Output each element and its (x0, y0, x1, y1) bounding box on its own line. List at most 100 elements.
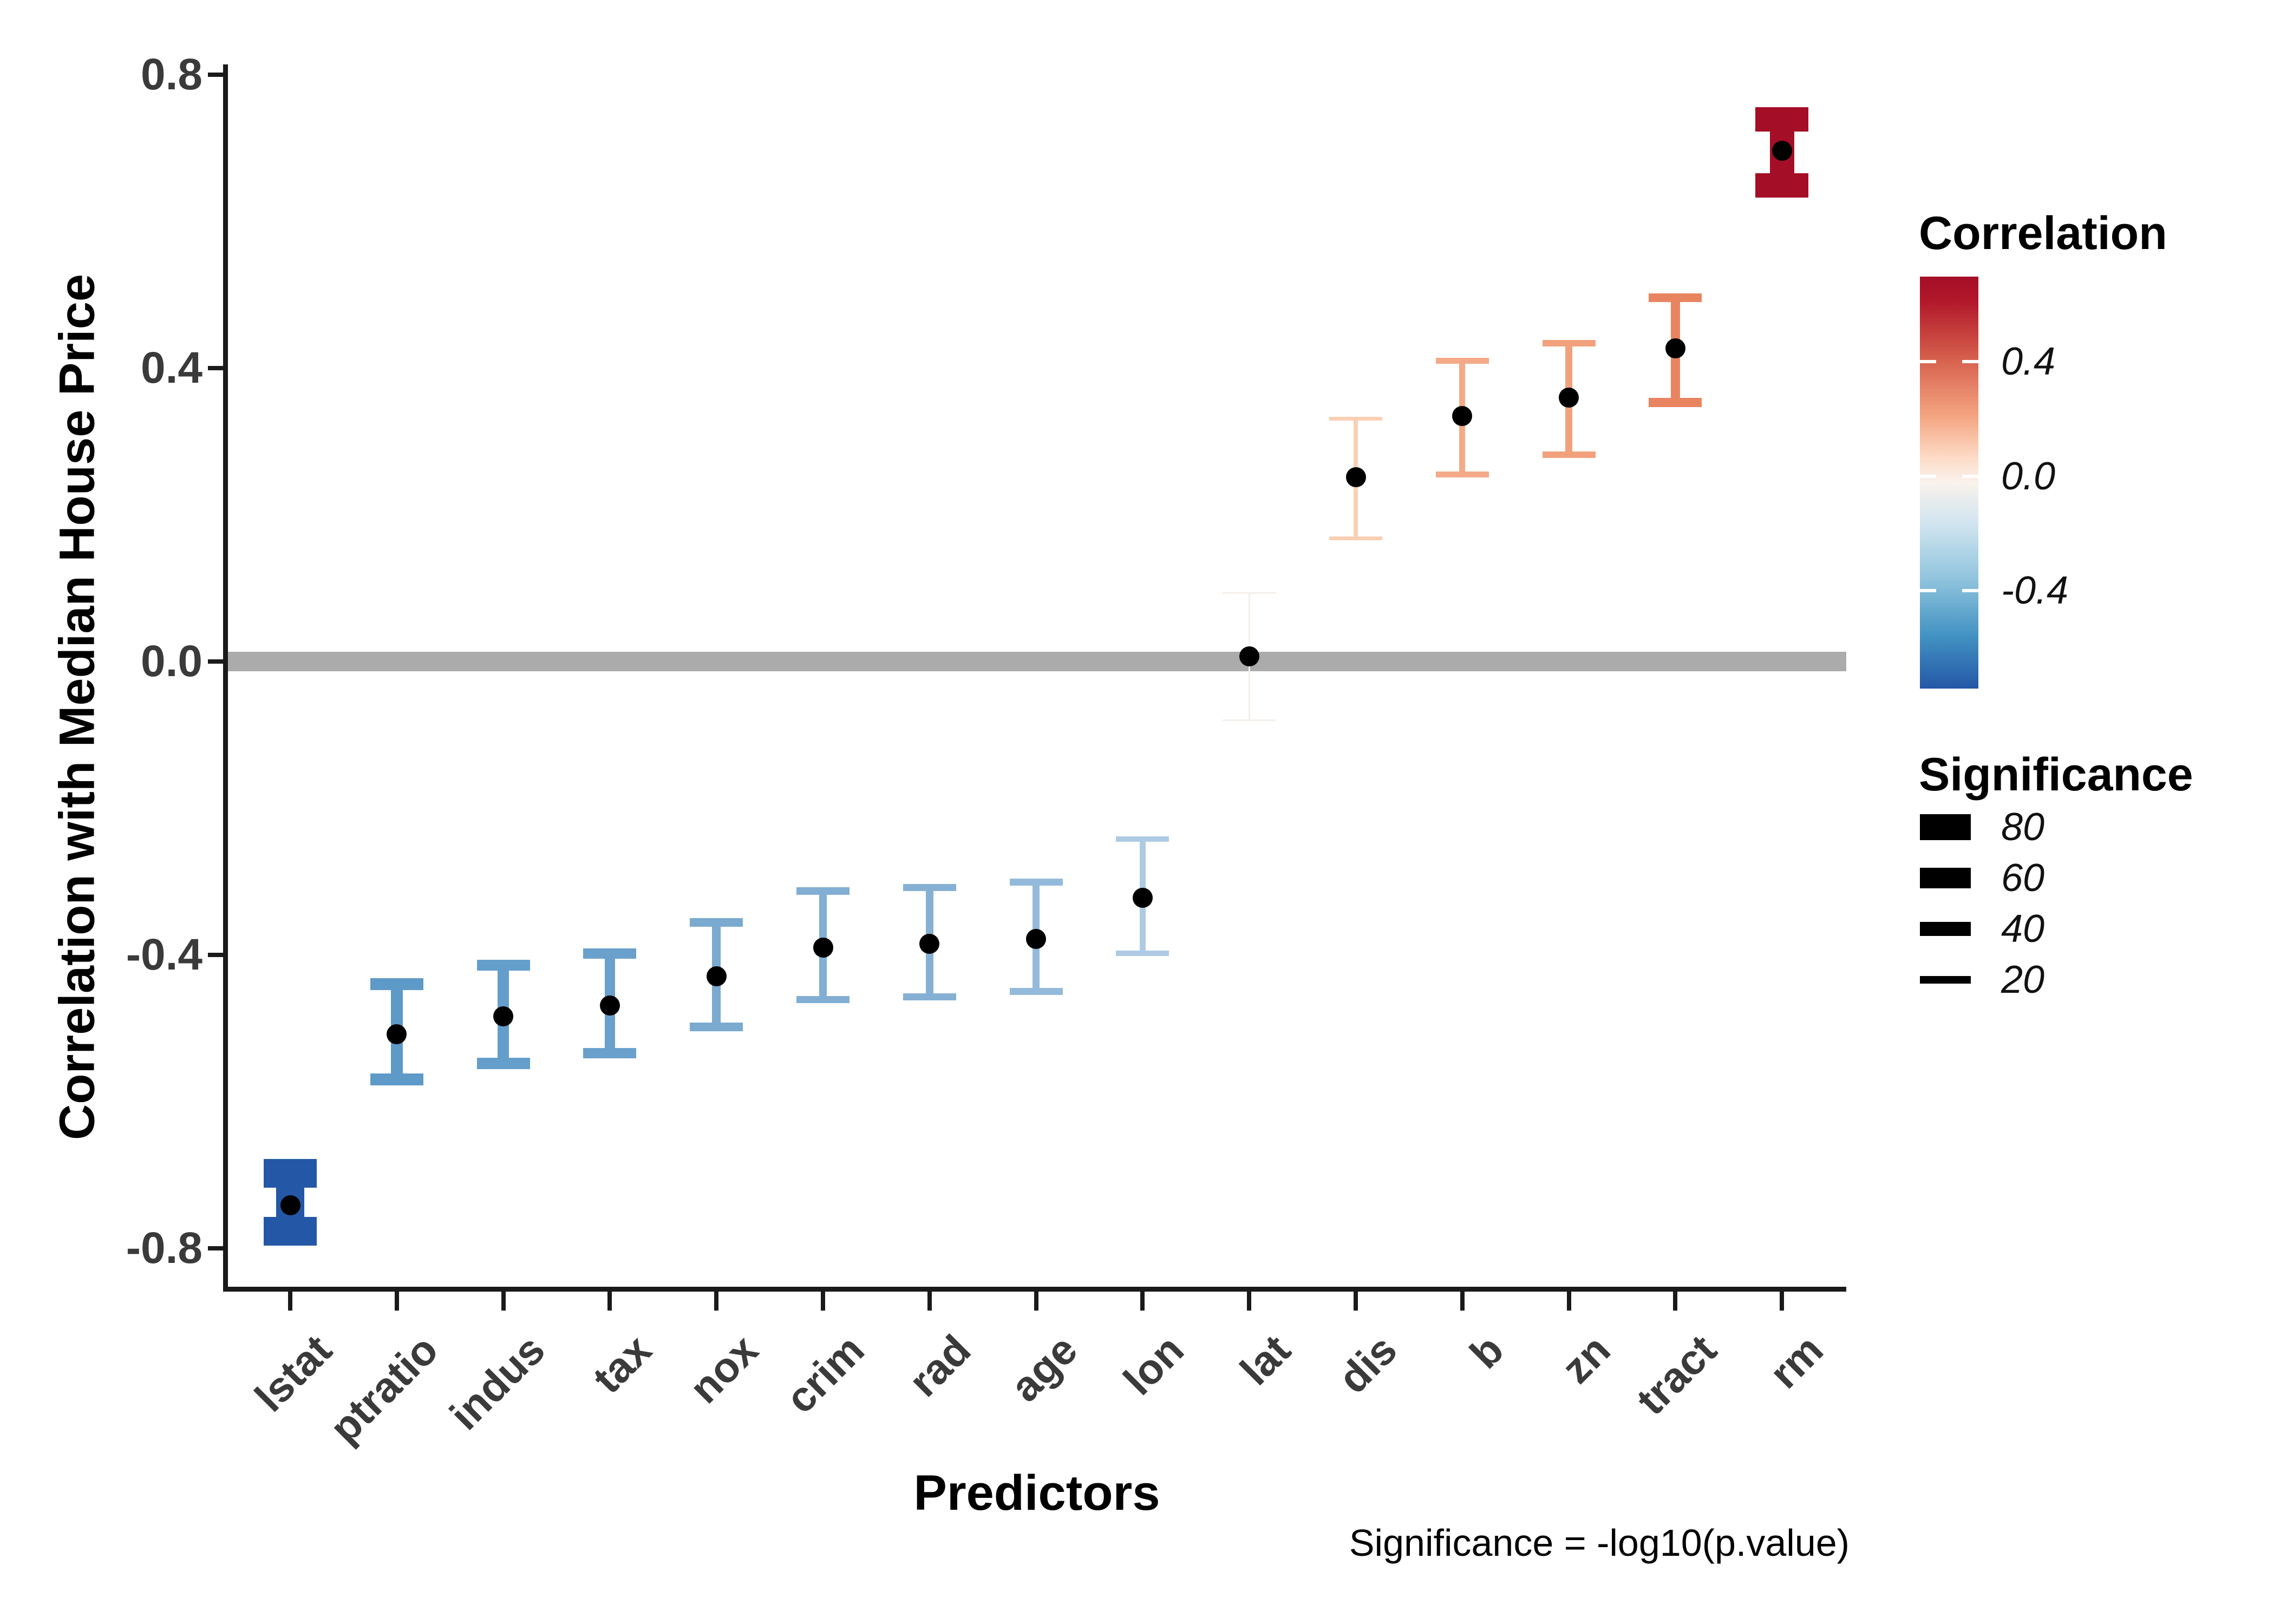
point-b (1452, 405, 1473, 426)
significance-swatch-40 (1920, 922, 1971, 936)
x-tick-mark (607, 1292, 612, 1311)
errorbar-cap-bottom-lstat (264, 1217, 317, 1246)
point-rm (1772, 141, 1792, 161)
significance-swatch-80 (1920, 814, 1971, 841)
point-zn (1559, 387, 1579, 408)
x-tick-mark (821, 1292, 825, 1311)
x-tick-label-rad: rad (899, 1325, 980, 1406)
correlation-colorbar (1920, 277, 1978, 689)
errorbar-cap-top-rad (903, 883, 956, 892)
errorbar-cap-top-dis (1329, 416, 1382, 421)
x-tick-mark (501, 1292, 506, 1311)
x-tick-label-ptratio: ptratio (320, 1325, 447, 1452)
errorbar-cap-bottom-ptratio (370, 1073, 423, 1086)
significance-legend-title: Significance (1919, 749, 2193, 801)
errorbar-cap-bottom-crim (796, 996, 850, 1004)
colorbar-tick-left (1920, 474, 1936, 478)
errorbar-cap-bottom-lat (1223, 719, 1276, 721)
x-tick-mark (1460, 1292, 1465, 1311)
colorbar-tick-label: 0.0 (2001, 454, 2056, 498)
significance-swatch-20 (1920, 975, 1971, 984)
errorbar-cap-top-tax (583, 948, 637, 959)
x-tick-label-lat: lat (1231, 1325, 1300, 1394)
significance-label-20: 20 (2001, 958, 2045, 1001)
point-rad (919, 934, 940, 954)
point-crim (813, 937, 833, 958)
x-tick-mark (288, 1292, 292, 1311)
point-dis (1345, 467, 1366, 488)
point-tax (599, 995, 620, 1016)
x-tick-mark (1673, 1292, 1678, 1311)
errorbar-cap-top-lstat (264, 1159, 317, 1188)
colorbar-tick-label: -0.4 (2001, 569, 2069, 613)
x-tick-mark (1247, 1292, 1252, 1311)
x-tick-label-nox: nox (679, 1325, 767, 1412)
x-axis-title: Predictors (913, 1465, 1160, 1521)
errorbar-cap-bottom-age (1009, 988, 1063, 996)
y-tick-mark (208, 659, 223, 664)
errorbar-cap-top-crim (796, 887, 850, 895)
point-tract (1665, 338, 1685, 358)
colorbar-tick-left (1920, 589, 1936, 593)
colorbar-tick-right (1962, 589, 1978, 593)
x-tick-mark (1354, 1292, 1358, 1311)
x-tick-label-b: b (1460, 1325, 1513, 1378)
point-nox (706, 966, 727, 986)
x-tick-mark (1566, 1292, 1571, 1311)
errorbar-cap-top-ptratio (370, 978, 423, 991)
errorbar-cap-top-nox (690, 918, 743, 927)
x-tick-label-rm: rm (1760, 1325, 1833, 1398)
errorbar-cap-bottom-nox (690, 1022, 743, 1031)
x-tick-label-zn: zn (1552, 1325, 1619, 1393)
errorbar-cap-bottom-zn (1542, 451, 1596, 458)
significance-label-80: 80 (2001, 806, 2045, 849)
errorbar-cap-top-zn (1542, 339, 1596, 347)
point-age (1026, 928, 1047, 949)
x-tick-label-crim: crim (776, 1325, 873, 1423)
point-ptratio (387, 1024, 407, 1044)
errorbar-cap-top-indus (476, 959, 530, 971)
y-tick-mark (208, 953, 223, 957)
x-tick-label-lstat: lstat (245, 1325, 341, 1421)
x-tick-mark (1780, 1292, 1785, 1311)
x-axis-line (223, 1287, 1846, 1292)
colorbar-tick-left (1920, 359, 1936, 363)
y-tick-label: 0.4 (141, 343, 202, 392)
errorbar-cap-bottom-tax (583, 1048, 637, 1059)
errorbar-cap-bottom-b (1435, 472, 1489, 477)
x-tick-mark (394, 1292, 399, 1311)
significance-swatch-60 (1920, 868, 1971, 888)
x-tick-label-age: age (1001, 1325, 1087, 1411)
colorbar-tick-right (1962, 359, 1978, 363)
errorbar-cap-bottom-rm (1755, 173, 1809, 198)
errorbar-cap-top-b (1435, 357, 1489, 364)
y-axis-line (223, 64, 228, 1292)
y-tick-label: -0.4 (126, 930, 202, 979)
zero-reference-line (228, 652, 1846, 671)
x-tick-mark (1034, 1292, 1038, 1311)
y-tick-mark (208, 1246, 223, 1250)
y-tick-label: 0.8 (141, 50, 202, 99)
errorbar-cap-top-age (1009, 879, 1063, 886)
point-indus (493, 1006, 514, 1027)
point-lat (1239, 646, 1259, 666)
errorbar-cap-top-tract (1649, 293, 1702, 303)
y-tick-label: -0.8 (126, 1223, 202, 1273)
x-tick-label-tract: tract (1627, 1325, 1726, 1424)
errorbar-cap-bottom-tract (1649, 398, 1702, 407)
y-tick-mark (208, 73, 223, 77)
x-tick-mark (927, 1292, 932, 1311)
errorbar-cap-bottom-rad (903, 993, 956, 1000)
correlation-legend-title: Correlation (1919, 207, 2167, 259)
x-tick-mark (1140, 1292, 1145, 1311)
errorbar-cap-bottom-lon (1116, 951, 1169, 957)
errorbar-cap-top-lat (1223, 592, 1276, 594)
x-tick-label-lon: lon (1114, 1325, 1193, 1404)
significance-label-40: 40 (2001, 907, 2045, 951)
colorbar-tick-label: 0.4 (2001, 339, 2056, 383)
errorbar-cap-bottom-indus (476, 1058, 530, 1069)
point-lstat (280, 1195, 300, 1215)
errorbar-cap-bottom-dis (1329, 536, 1382, 541)
y-tick-mark (208, 366, 223, 370)
